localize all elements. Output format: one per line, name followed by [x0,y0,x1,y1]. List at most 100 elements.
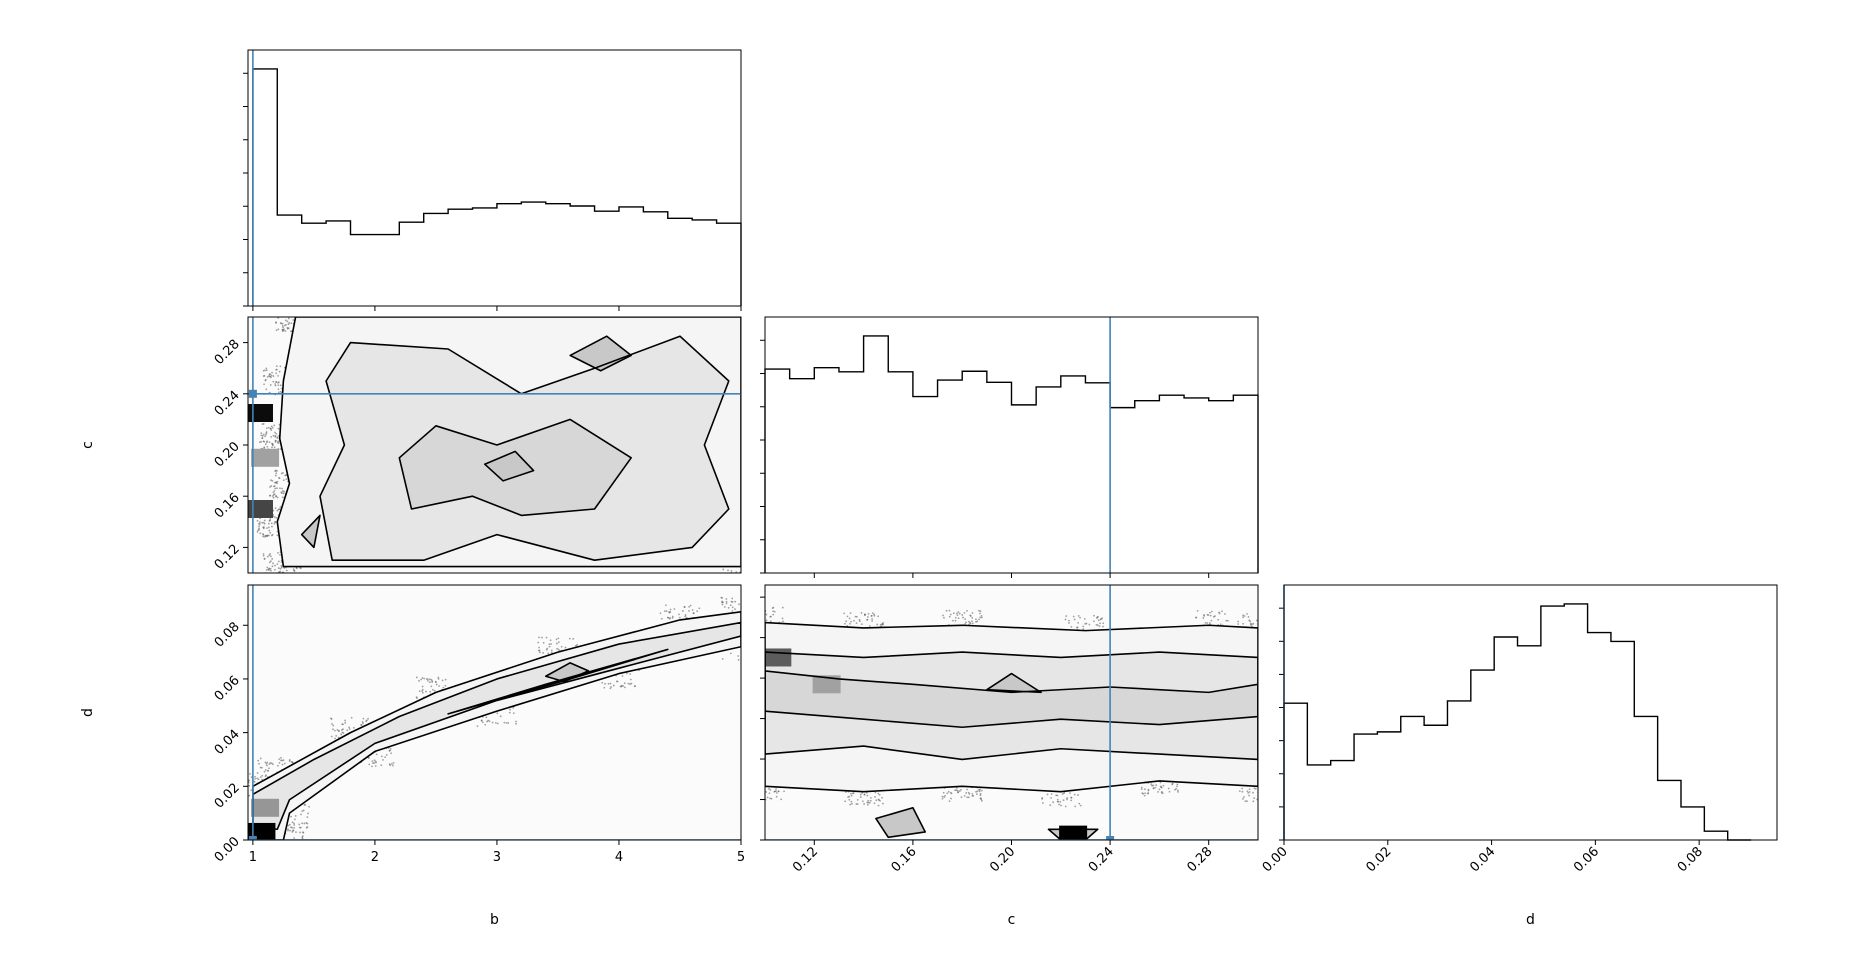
scatter-sample [334,737,336,740]
scatter-sample [725,313,727,315]
scatter-sample [301,302,303,304]
scatter-sample [947,790,950,793]
scatter-sample [678,616,681,619]
scatter-sample [753,597,755,599]
scatter-sample [282,845,284,847]
scatter-sample [572,637,575,640]
scatter-sample [266,566,269,569]
x-tick-label: 0.24 [1086,844,1117,875]
scatter-sample [1055,794,1058,797]
scatter-sample [1268,616,1270,618]
scatter-sample [280,472,283,475]
scatter-sample [845,620,848,623]
scatter-sample [270,479,272,482]
scatter-sample [287,854,289,856]
scatter-sample [299,831,301,834]
scatter-sample [724,574,726,576]
scatter-sample [751,787,753,789]
scatter-sample [568,637,571,640]
scatter-sample [1224,613,1226,615]
scatter-sample [313,312,315,314]
scatter-sample [279,308,281,310]
scatter-sample [1168,790,1171,793]
scatter-sample [278,758,281,760]
scatter-sample [757,646,759,648]
scatter-sample [269,518,272,520]
scatter-sample [1255,619,1258,622]
scatter-sample [280,575,282,577]
scatter-sample [269,531,272,534]
scatter-sample [768,787,770,790]
scatter-sample [1212,615,1215,618]
scatter-sample [330,717,332,720]
scatter-sample [272,434,275,437]
scatter-sample [856,803,859,805]
contour-line [276,317,741,568]
scatter-sample [737,659,740,661]
scatter-sample [759,793,761,795]
scatter-sample [279,448,282,450]
scatter-sample [1267,636,1269,638]
scatter-sample [275,846,277,848]
scatter-sample [279,579,281,581]
scatter-sample [1227,619,1229,622]
scatter-sample [1083,617,1086,620]
scatter-sample [980,789,983,792]
scatter-sample [979,616,982,619]
scatter-sample [760,627,762,629]
scatter-sample [264,534,267,537]
scatter-sample [659,612,662,615]
scatter-sample [269,849,271,851]
scatter-sample [966,788,968,791]
scatter-sample [745,624,747,626]
scatter-sample [277,384,280,386]
scatter-sample [846,615,849,618]
scatter-sample [277,578,279,580]
scatter-sample [601,681,604,684]
scatter-sample [855,615,858,618]
scatter-sample [430,685,433,688]
scatter-sample [1273,629,1275,631]
scatter-sample [1062,799,1065,802]
scatter-sample [956,614,959,617]
scatter-sample [240,796,242,798]
scatter-sample [275,516,278,519]
scatter-sample [261,423,264,425]
density-hotspot [251,798,280,817]
scatter-sample [275,579,277,581]
scatter-sample [879,623,882,626]
scatter-sample [668,617,671,620]
scatter-sample [1159,781,1162,784]
scatter-sample [752,635,754,637]
scatter-sample [758,320,760,322]
scatter-sample [287,824,290,827]
scatter-sample [665,610,668,613]
scatter-sample [752,561,754,563]
scatter-sample [754,777,756,779]
scatter-sample [298,303,300,305]
scatter-sample [1217,618,1220,621]
scatter-sample [271,426,274,429]
scatter-sample [342,723,344,726]
scatter-sample [1077,621,1080,624]
scatter-sample [728,311,730,313]
x-tick-label: 0.20 [987,844,1018,875]
scatter-sample [505,722,508,724]
scatter-sample [736,308,738,310]
scatter-sample [264,761,267,764]
scatter-sample [1218,611,1220,614]
scatter-sample [1060,804,1062,807]
scatter-sample [760,578,762,580]
scatter-sample [729,652,732,655]
scatter-sample [302,831,304,834]
scatter-sample [283,309,285,311]
scatter-sample [259,766,262,769]
scatter-sample [748,307,750,309]
scatter-sample [275,472,278,475]
scatter-sample [486,720,488,723]
scatter-sample [282,849,284,851]
scatter-sample [1271,790,1273,792]
scatter-sample [271,446,273,449]
scatter-sample [310,312,312,314]
scatter-sample [238,797,240,799]
